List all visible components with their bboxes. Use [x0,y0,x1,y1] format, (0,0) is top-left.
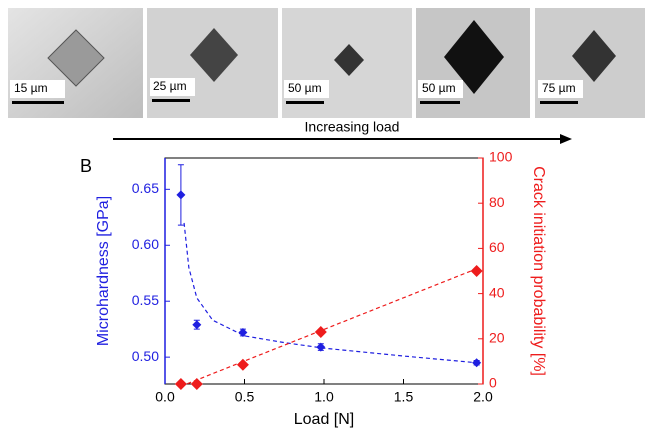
y-tick-label: 0.55 [132,292,159,308]
x-tick-label: 1.5 [394,389,414,405]
fit-line [183,222,477,364]
point [314,326,327,339]
y2-axis-label: Crack initiation probability [%] [530,166,547,376]
x-axis-label: Load [N] [294,411,354,428]
point [470,265,483,277]
point [236,358,249,371]
scale-bar-label: 50 µm [422,81,456,95]
y2-tick-label: 40 [489,284,505,300]
x-tick-label: 2.0 [473,389,493,405]
y2-tick-label: 100 [489,149,513,165]
scale-bar-label: 50 µm [288,81,322,95]
point [316,342,326,352]
point [176,190,186,200]
y2-tick-label: 0 [489,375,497,391]
y2-tick-label: 20 [489,330,505,346]
y-tick-label: 0.50 [132,348,159,364]
point [190,378,203,390]
y-axis-label: Microhardness [GPa] [95,196,112,346]
fit-line [180,268,477,387]
scale-bar-label: 25 µm [153,79,187,93]
micrographs [8,8,645,118]
arrow-head [560,134,572,144]
x-tick-label: 1.0 [314,389,334,405]
plot-frame [164,157,484,385]
point [192,320,202,330]
scale-bar-label: 15 µm [14,81,48,95]
y2-tick-label: 60 [489,239,505,255]
y2-tick-label: 80 [489,194,505,210]
point [238,328,248,338]
x-tick-label: 0.5 [235,389,255,405]
arrow-label: Increasing load [305,119,400,135]
y-tick-label: 0.60 [132,236,159,252]
y-tick-label: 0.65 [132,180,159,196]
scale-bar-label: 75 µm [542,81,576,95]
panel-label: B [80,156,92,176]
point [174,378,187,390]
x-tick-label: 0.0 [155,389,175,405]
